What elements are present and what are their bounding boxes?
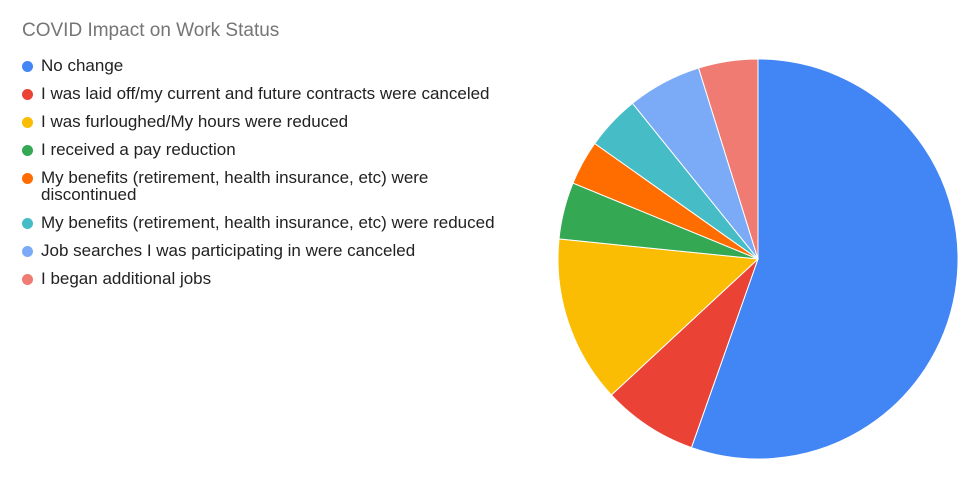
legend: No change I was laid off/my current and f…	[22, 57, 542, 287]
legend-swatch	[22, 61, 33, 72]
legend-label: I began additional jobs	[41, 269, 212, 288]
legend-swatch	[22, 218, 33, 229]
legend-label: I was laid off/my current and future con…	[41, 84, 490, 103]
legend-swatch	[22, 145, 33, 156]
legend-item[interactable]: I received a pay reduction	[22, 141, 542, 158]
legend-swatch	[22, 246, 33, 257]
legend-item[interactable]: I was furloughed/My hours were reduced	[22, 113, 542, 130]
legend-label: My benefits (retirement, health insuranc…	[41, 168, 429, 204]
pie-slice[interactable]	[557, 238, 760, 396]
legend-item[interactable]: My benefits (retirement, health insuranc…	[22, 214, 542, 231]
pie-slice[interactable]	[697, 58, 759, 260]
legend-label: No change	[41, 56, 124, 75]
pie-slice[interactable]	[610, 258, 759, 449]
legend-item[interactable]: No change	[22, 57, 542, 74]
legend-label: My benefits (retirement, health insuranc…	[41, 213, 495, 232]
legend-item[interactable]: Job searches I was participating in were…	[22, 242, 542, 259]
legend-swatch	[22, 89, 33, 100]
legend-item[interactable]: My benefits (retirement, health insuranc…	[22, 169, 481, 203]
legend-item[interactable]: I was laid off/my current and future con…	[22, 85, 542, 102]
chart-title: COVID Impact on Work Status	[22, 20, 280, 41]
legend-swatch	[22, 274, 33, 285]
legend-label: Job searches I was participating in were…	[41, 241, 416, 260]
legend-swatch	[22, 173, 33, 184]
legend-swatch	[22, 117, 33, 128]
legend-label: I received a pay reduction	[41, 140, 236, 159]
legend-item[interactable]: I began additional jobs	[22, 270, 542, 287]
legend-label: I was furloughed/My hours were reduced	[41, 112, 349, 131]
